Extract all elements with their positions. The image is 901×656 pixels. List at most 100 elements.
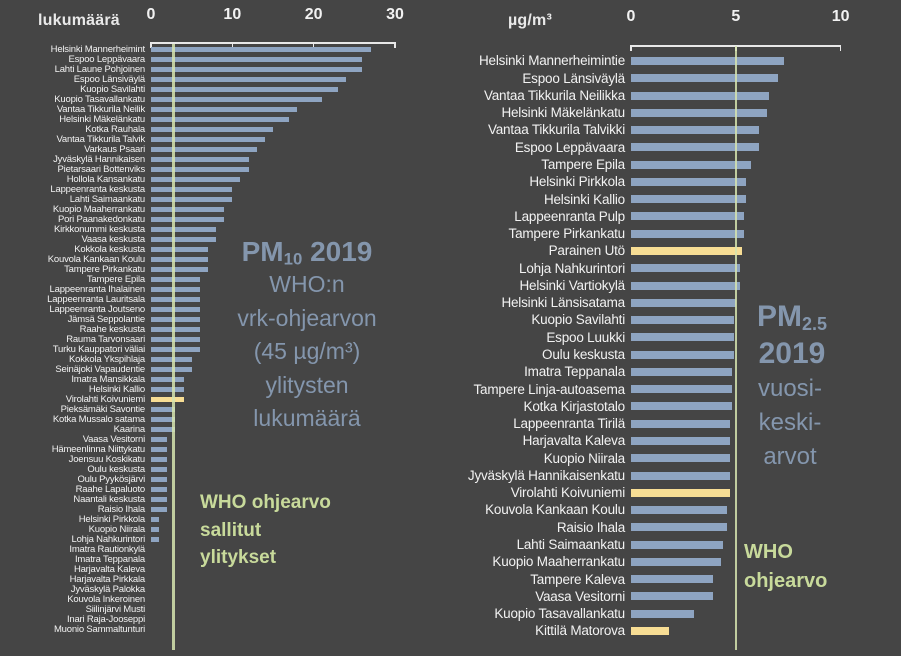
bar (151, 327, 200, 332)
highlighted-bar (151, 397, 184, 402)
station-label: Jyväskylä Hannikaisenkatu (467, 467, 625, 483)
bar (151, 227, 217, 232)
station-label: Imatra Teppanala (74, 553, 145, 565)
chart-subtitle-line: vuosi- (757, 375, 823, 402)
station-label: Lahti Saimaankatu (516, 536, 626, 552)
bar (151, 127, 273, 132)
station-label: Espoo Länsiväylä (73, 73, 145, 85)
x-axis-tick-label: 0 (626, 8, 636, 25)
station-label: Vaasa keskusta (81, 233, 145, 245)
bar (151, 177, 241, 182)
station-label: Oulu Pyykösjärvi (77, 473, 145, 485)
bar (151, 97, 322, 102)
bar (151, 47, 371, 52)
station-label: Kouvola Inkeroinen (67, 593, 145, 605)
bar (631, 367, 732, 376)
pm10-unit-label: lukumäärä (38, 12, 120, 29)
chart-title: 2019 (758, 337, 826, 370)
x-axis-tick-label: 20 (304, 6, 323, 23)
bar (631, 350, 734, 359)
station-label: Kuopio Maaherrankatu (492, 554, 625, 570)
x-axis-tick (231, 42, 234, 48)
station-label: Lahti Laune Pohjoinen (54, 63, 146, 75)
bar (631, 506, 728, 515)
bar (151, 357, 192, 362)
bar (631, 557, 722, 566)
chart-title-subscript: 2.5 (801, 313, 828, 334)
station-label: Espoo Luukki (546, 329, 625, 345)
station-label: Lappeenranta Pulp (514, 208, 625, 224)
station-label: Lahti Saimaankatu (69, 193, 145, 205)
x-axis-tick-label: 10 (831, 8, 850, 25)
bar (151, 187, 233, 192)
chart-subtitle-line: vrk-ohjearvon (237, 304, 377, 331)
station-label: Inari Raja-Jooseppi (66, 613, 145, 625)
bar (631, 160, 751, 169)
station-label: Lappeenranta Ihalainen (49, 283, 146, 295)
bar (151, 77, 347, 82)
station-label: Vantaa Tikkurila Talvik (56, 133, 145, 145)
x-axis-tick (630, 45, 632, 51)
station-label: Siilinjärvi Musti (85, 603, 146, 615)
bar (631, 575, 713, 584)
station-label: Jämsä Seppolantie (67, 313, 146, 325)
station-label: Helsinki Pirkkola (529, 174, 625, 190)
station-label: Pietarsaari Bottenviks (57, 163, 146, 175)
station-label: Lohja Nahkurintori (71, 533, 146, 545)
bar (151, 417, 176, 422)
station-label: Muonio Sammaltunturi (53, 623, 145, 635)
station-label: Tampere Pirkankatu (64, 263, 145, 275)
station-label: Kuopio Niirala (88, 523, 146, 535)
bar (151, 527, 160, 532)
bar (151, 307, 200, 312)
chart-subtitle-line: (45 µg/m³) (253, 338, 361, 364)
chart-subtitle-line: ylitysten (265, 371, 349, 398)
bar (631, 264, 741, 273)
who-guideline-line (734, 46, 738, 650)
bar (151, 507, 168, 512)
station-label: Kotka Mussalo satama (52, 413, 145, 425)
bar (151, 427, 176, 432)
station-label: Lohja Nahkurintori (519, 260, 625, 276)
station-label: Kuopio Niirala (543, 450, 625, 466)
bar (151, 167, 249, 172)
station-label: Lappeenranta Tirilä (513, 416, 625, 432)
who-guideline-label: sallitut (200, 519, 262, 541)
station-label: Kokkola Ykspihlaja (69, 353, 145, 365)
chart-title: PM2.5 (756, 300, 828, 334)
station-label: Harjavalta Pirkkala (69, 573, 146, 585)
chart-title: PM10 2019 (241, 236, 373, 269)
x-axis-tick-label: 10 (223, 6, 242, 23)
bar (631, 385, 732, 394)
who-guideline-label: ylitykset (200, 547, 277, 568)
bar (631, 540, 724, 549)
who-guideline-label: WHO ohjearvo (200, 492, 331, 513)
bar (631, 177, 747, 186)
x-axis-tick (312, 42, 315, 48)
bar (631, 108, 768, 117)
station-label: Jyväskylä Palokka (70, 583, 145, 595)
bar (631, 143, 759, 152)
bar (631, 333, 734, 342)
station-label: Espoo Leppävaara (514, 139, 625, 155)
chart-title-subscript: 10 (283, 249, 303, 269)
station-label: Varkaus Psaari (84, 143, 145, 155)
x-axis-tick-label: 30 (386, 6, 404, 23)
station-label: Oulu keskusta (87, 463, 145, 475)
bar (631, 316, 734, 325)
station-label: Pieksämäki Savontie (60, 403, 146, 415)
bar (151, 407, 176, 412)
bar (151, 87, 339, 92)
x-axis-tick (150, 42, 152, 48)
station-label: Helsinki Mäkelänkatu (501, 105, 625, 121)
station-label: Kuopio Tasavallankatu (494, 606, 625, 622)
station-label: Kittilä Matorova (535, 623, 625, 639)
who-guideline-label: WHO (744, 541, 793, 563)
x-axis-tick (839, 45, 842, 51)
bar (631, 402, 732, 411)
station-label: Parainen Utö (548, 243, 626, 259)
bar (631, 91, 770, 100)
bar (631, 229, 745, 238)
bar (151, 297, 200, 302)
